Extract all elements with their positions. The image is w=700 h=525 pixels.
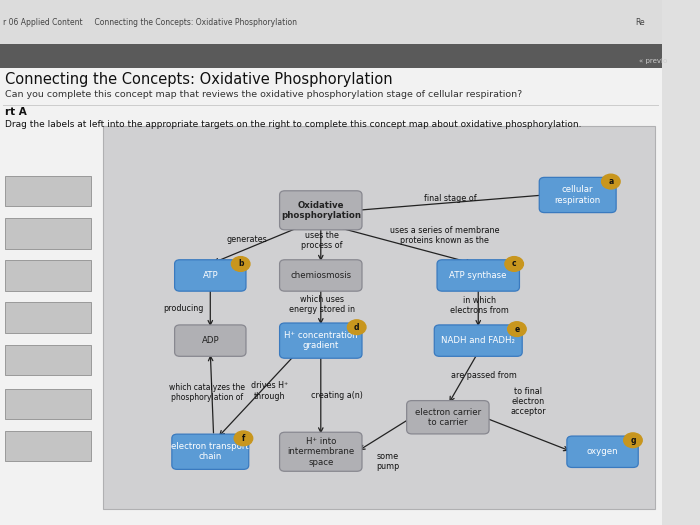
Circle shape: [508, 322, 526, 337]
Text: electron carrier
to carrier: electron carrier to carrier: [415, 407, 481, 427]
Circle shape: [347, 320, 366, 334]
Text: ATP synthase: ATP synthase: [449, 271, 507, 280]
Text: rt A: rt A: [6, 107, 27, 117]
Bar: [0, 44, 662, 68]
FancyBboxPatch shape: [6, 388, 91, 419]
Text: oxygen: oxygen: [587, 447, 618, 456]
FancyBboxPatch shape: [279, 432, 362, 471]
Text: b: b: [238, 259, 244, 268]
Bar: [0, 0, 662, 45]
FancyBboxPatch shape: [279, 191, 362, 230]
Text: to final
electron
acceptor: to final electron acceptor: [510, 386, 546, 416]
FancyBboxPatch shape: [172, 434, 248, 469]
FancyBboxPatch shape: [6, 431, 91, 461]
FancyBboxPatch shape: [6, 344, 91, 375]
Bar: [0, 68, 662, 525]
Text: final stage of: final stage of: [424, 194, 477, 203]
Circle shape: [505, 257, 524, 271]
Text: uses the
process of: uses the process of: [302, 231, 343, 250]
Text: e: e: [514, 324, 519, 333]
FancyBboxPatch shape: [279, 260, 362, 291]
Text: drives H⁺
through: drives H⁺ through: [251, 381, 288, 401]
FancyBboxPatch shape: [174, 325, 246, 356]
FancyBboxPatch shape: [174, 260, 246, 291]
Text: Drag the labels at left into the appropriate targets on the right to complete th: Drag the labels at left into the appropr…: [6, 120, 582, 129]
Text: g: g: [630, 436, 636, 445]
FancyBboxPatch shape: [279, 323, 362, 358]
FancyBboxPatch shape: [6, 218, 91, 248]
FancyBboxPatch shape: [437, 260, 519, 291]
Text: cellular
respiration: cellular respiration: [554, 185, 601, 205]
FancyBboxPatch shape: [6, 260, 91, 291]
FancyBboxPatch shape: [6, 176, 91, 206]
Text: ATP: ATP: [202, 271, 218, 280]
Text: ADP: ADP: [202, 336, 219, 345]
FancyBboxPatch shape: [539, 177, 616, 213]
Circle shape: [234, 431, 253, 446]
Text: r 06 Applied Content     Connecting the Concepts: Oxidative Phosphorylation: r 06 Applied Content Connecting the Conc…: [4, 18, 298, 27]
Text: are passed from: are passed from: [451, 371, 517, 380]
Circle shape: [624, 433, 642, 448]
Text: in which
electrons from: in which electrons from: [450, 296, 509, 315]
Text: generates: generates: [226, 235, 267, 244]
Text: Re: Re: [635, 18, 645, 27]
Text: which catalyzes the
phosphorylation of: which catalyzes the phosphorylation of: [169, 383, 245, 402]
Text: which uses
energy stored in: which uses energy stored in: [289, 295, 355, 314]
Text: a: a: [608, 177, 613, 186]
Text: chemiosmosis: chemiosmosis: [290, 271, 351, 280]
Circle shape: [601, 174, 620, 189]
Text: c: c: [512, 259, 517, 268]
FancyBboxPatch shape: [407, 401, 489, 434]
Text: H⁺ concentration
gradient: H⁺ concentration gradient: [284, 331, 358, 350]
Text: electron transport
chain: electron transport chain: [172, 442, 249, 461]
Text: f: f: [241, 434, 245, 443]
Text: H⁺ into
intermembrane
space: H⁺ into intermembrane space: [287, 437, 354, 467]
Text: NADH and FADH₂: NADH and FADH₂: [441, 336, 515, 345]
Text: Connecting the Concepts: Oxidative Phosphorylation: Connecting the Concepts: Oxidative Phosp…: [6, 72, 393, 88]
FancyBboxPatch shape: [434, 325, 522, 356]
FancyBboxPatch shape: [103, 126, 655, 509]
FancyBboxPatch shape: [6, 302, 91, 333]
FancyBboxPatch shape: [567, 436, 638, 467]
Text: producing: producing: [164, 303, 204, 312]
Text: some
pump: some pump: [376, 452, 399, 471]
Text: Can you complete this concept map that reviews the oxidative phosphorylation sta: Can you complete this concept map that r…: [6, 90, 522, 99]
Text: Oxidative
phosphorylation: Oxidative phosphorylation: [281, 201, 360, 220]
Text: creating a(n): creating a(n): [312, 391, 363, 400]
Circle shape: [232, 257, 250, 271]
Text: « previo: « previo: [638, 58, 667, 65]
Text: d: d: [354, 323, 360, 332]
Text: uses a series of membrane
proteins known as the: uses a series of membrane proteins known…: [390, 226, 499, 245]
